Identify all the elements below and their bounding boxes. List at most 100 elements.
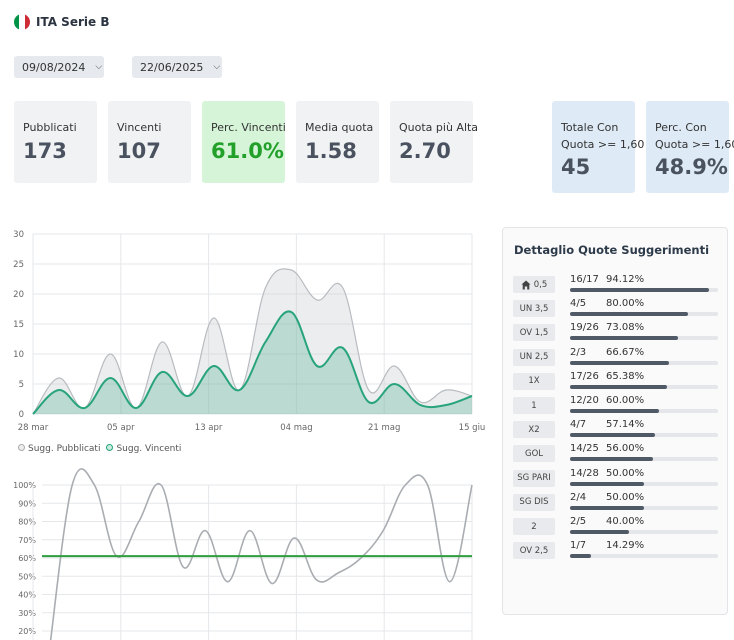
x-tick-label: 21 mag — [368, 423, 400, 433]
date-from-value: 09/08/2024 — [22, 60, 86, 74]
quota-tag: UN 2,5 — [513, 348, 555, 366]
quota-row: 0,5 16/17 94.12% — [513, 274, 723, 298]
y-tick-label: 20 — [13, 290, 24, 300]
quota-progress-fill — [570, 505, 644, 510]
quota-fraction: 14/25 — [570, 443, 599, 455]
quota-fraction: 4/7 — [570, 419, 587, 431]
stat-label: Quota più Alta — [399, 121, 479, 134]
quota-fraction: 2/3 — [570, 346, 587, 358]
chart-legend: Sugg. Pubblicati Sugg. Vincenti — [18, 444, 181, 454]
quota-row: 1X 17/26 65.38% — [513, 371, 723, 395]
page-header: ITA Serie B — [14, 14, 109, 30]
quota-tag: 0,5 — [513, 276, 555, 293]
quota-row: UN 2,5 2/3 66.67% — [513, 347, 723, 371]
quota-progress-track — [570, 505, 718, 510]
quota-tag-label: 0,5 — [533, 279, 548, 290]
quota-fraction: 16/17 — [570, 274, 599, 285]
stat-label: Totale Con — [561, 121, 619, 134]
stat-card-quota-alta: Quota più Alta 2.70 — [390, 101, 479, 183]
quota-tag-label: X2 — [528, 424, 540, 435]
quota-tag: X2 — [513, 421, 555, 439]
quota-tag-label: 2 — [531, 521, 537, 532]
quota-progress-fill — [570, 481, 644, 486]
quota-progress-fill — [570, 384, 667, 389]
quota-fraction: 1/7 — [570, 540, 587, 552]
flag-stripe-white — [19, 14, 25, 30]
quota-percent: 57.14% — [606, 419, 645, 431]
stat-label: Vincenti — [117, 121, 162, 134]
quota-tag-label: SG DIS — [519, 497, 549, 508]
y-tick-label: 20% — [18, 627, 36, 636]
stat-card-totale-con: Totale Con Quota >= 1,60 45 — [552, 101, 645, 193]
quota-fraction: 12/20 — [570, 395, 599, 406]
quota-tag: GOL — [513, 445, 555, 463]
home-icon-shape — [521, 280, 531, 289]
quota-progress-track — [570, 384, 718, 389]
quota-percent: 40.00% — [606, 516, 645, 527]
chevron-down-icon: ⌵ — [213, 62, 221, 72]
stat-label: Pubblicati — [23, 121, 77, 134]
series-area-vincenti-fill — [33, 311, 472, 414]
legend-item-vincenti[interactable]: Sugg. Vincenti — [106, 444, 181, 454]
y-tick-label: 0 — [19, 410, 24, 420]
quota-tag-label: OV 2,5 — [519, 545, 549, 556]
quota-percent: 14.29% — [606, 540, 645, 552]
quota-fraction: 4/5 — [570, 298, 587, 310]
quota-percent: 50.00% — [606, 491, 645, 503]
quota-tag-label: UN 3,5 — [519, 303, 549, 314]
quota-percent: 65.38% — [606, 370, 645, 382]
area-chart: 0 5 10 15 20 25 30 28 mar 05 apr 13 apr 04 mag 21 m… — [13, 230, 485, 433]
stat-value: 48.9% — [655, 155, 728, 179]
quota-fraction: 2/4 — [570, 491, 587, 503]
quota-fraction: 19/26 — [570, 322, 599, 334]
stat-label: Media quota — [305, 121, 374, 134]
stat-value: 61.0% — [211, 139, 284, 163]
panel-title: Dettaglio Quote Suggerimenti — [514, 243, 710, 257]
stat-value: 2.70 — [399, 139, 451, 163]
y-tick-label: 25 — [13, 260, 24, 270]
quota-tag: SG DIS — [513, 493, 555, 511]
date-from-select[interactable]: 09/08/2024 ⌵ — [14, 56, 104, 78]
quota-row: OV 1,5 19/26 73.08% — [513, 322, 723, 346]
stat-label-sub: Quota >= 1,60 — [561, 138, 645, 151]
quota-fraction: 17/26 — [570, 370, 599, 382]
x-tick-label: 13 apr — [195, 423, 223, 433]
quota-tag: SG PARI — [513, 469, 555, 487]
quota-row: SG DIS 2/4 50.00% — [513, 492, 723, 516]
quota-progress-track — [570, 360, 718, 365]
x-tick-label: 28 mar — [18, 423, 49, 433]
quota-row: OV 2,5 1/7 14.29% — [513, 540, 723, 564]
y-tick-label: 15 — [13, 320, 24, 330]
series-area-vincenti — [32, 310, 473, 415]
quota-row: SG PARI 14/28 50.00% — [513, 468, 723, 492]
italy-flag-icon — [14, 14, 30, 30]
date-to-select[interactable]: 22/06/2025 ⌵ — [132, 56, 222, 78]
stat-card-perc-vincenti: Perc. Vincenti 61.0% — [202, 101, 286, 183]
stat-label-sub: Quota >= 1,60 — [655, 138, 734, 151]
quota-progress-fill — [570, 409, 659, 413]
chevron-down-icon: ⌵ — [95, 62, 103, 72]
legend-item-pubblicati[interactable]: Sugg. Pubblicati — [18, 444, 100, 454]
quota-tag-label: 1X — [528, 376, 540, 387]
quota-progress-track — [570, 312, 718, 317]
stat-value: 173 — [23, 139, 67, 163]
line-chart: 100% 90% 80% 70% 60% 50% 40% 30% 20% — [13, 468, 473, 640]
quota-progress-fill — [570, 288, 710, 292]
legend-label: Sugg. Vincenti — [116, 444, 182, 454]
quota-percent: 66.67% — [606, 346, 645, 358]
quota-row: X2 4/7 57.14% — [513, 419, 723, 443]
quota-percent: 50.00% — [606, 467, 645, 479]
series-area-pubblicati — [32, 268, 473, 415]
quota-progress-track — [570, 336, 718, 341]
legend-swatch — [18, 444, 25, 451]
quota-percent: 60.00% — [606, 395, 645, 406]
y-tick-label: 30% — [18, 609, 36, 618]
y-tick-label: 80% — [18, 518, 36, 527]
quota-tag: 2 — [513, 518, 555, 535]
quota-row: 2 2/5 40.00% — [513, 516, 723, 540]
stat-card-perc-con: Perc. Con Quota >= 1,60 48.9% — [646, 101, 734, 193]
quota-progress-track — [570, 433, 718, 438]
quota-row: 1 12/20 60.00% — [513, 395, 723, 419]
quota-percent: 94.12% — [606, 274, 645, 285]
quota-tag: 1X — [513, 372, 555, 390]
